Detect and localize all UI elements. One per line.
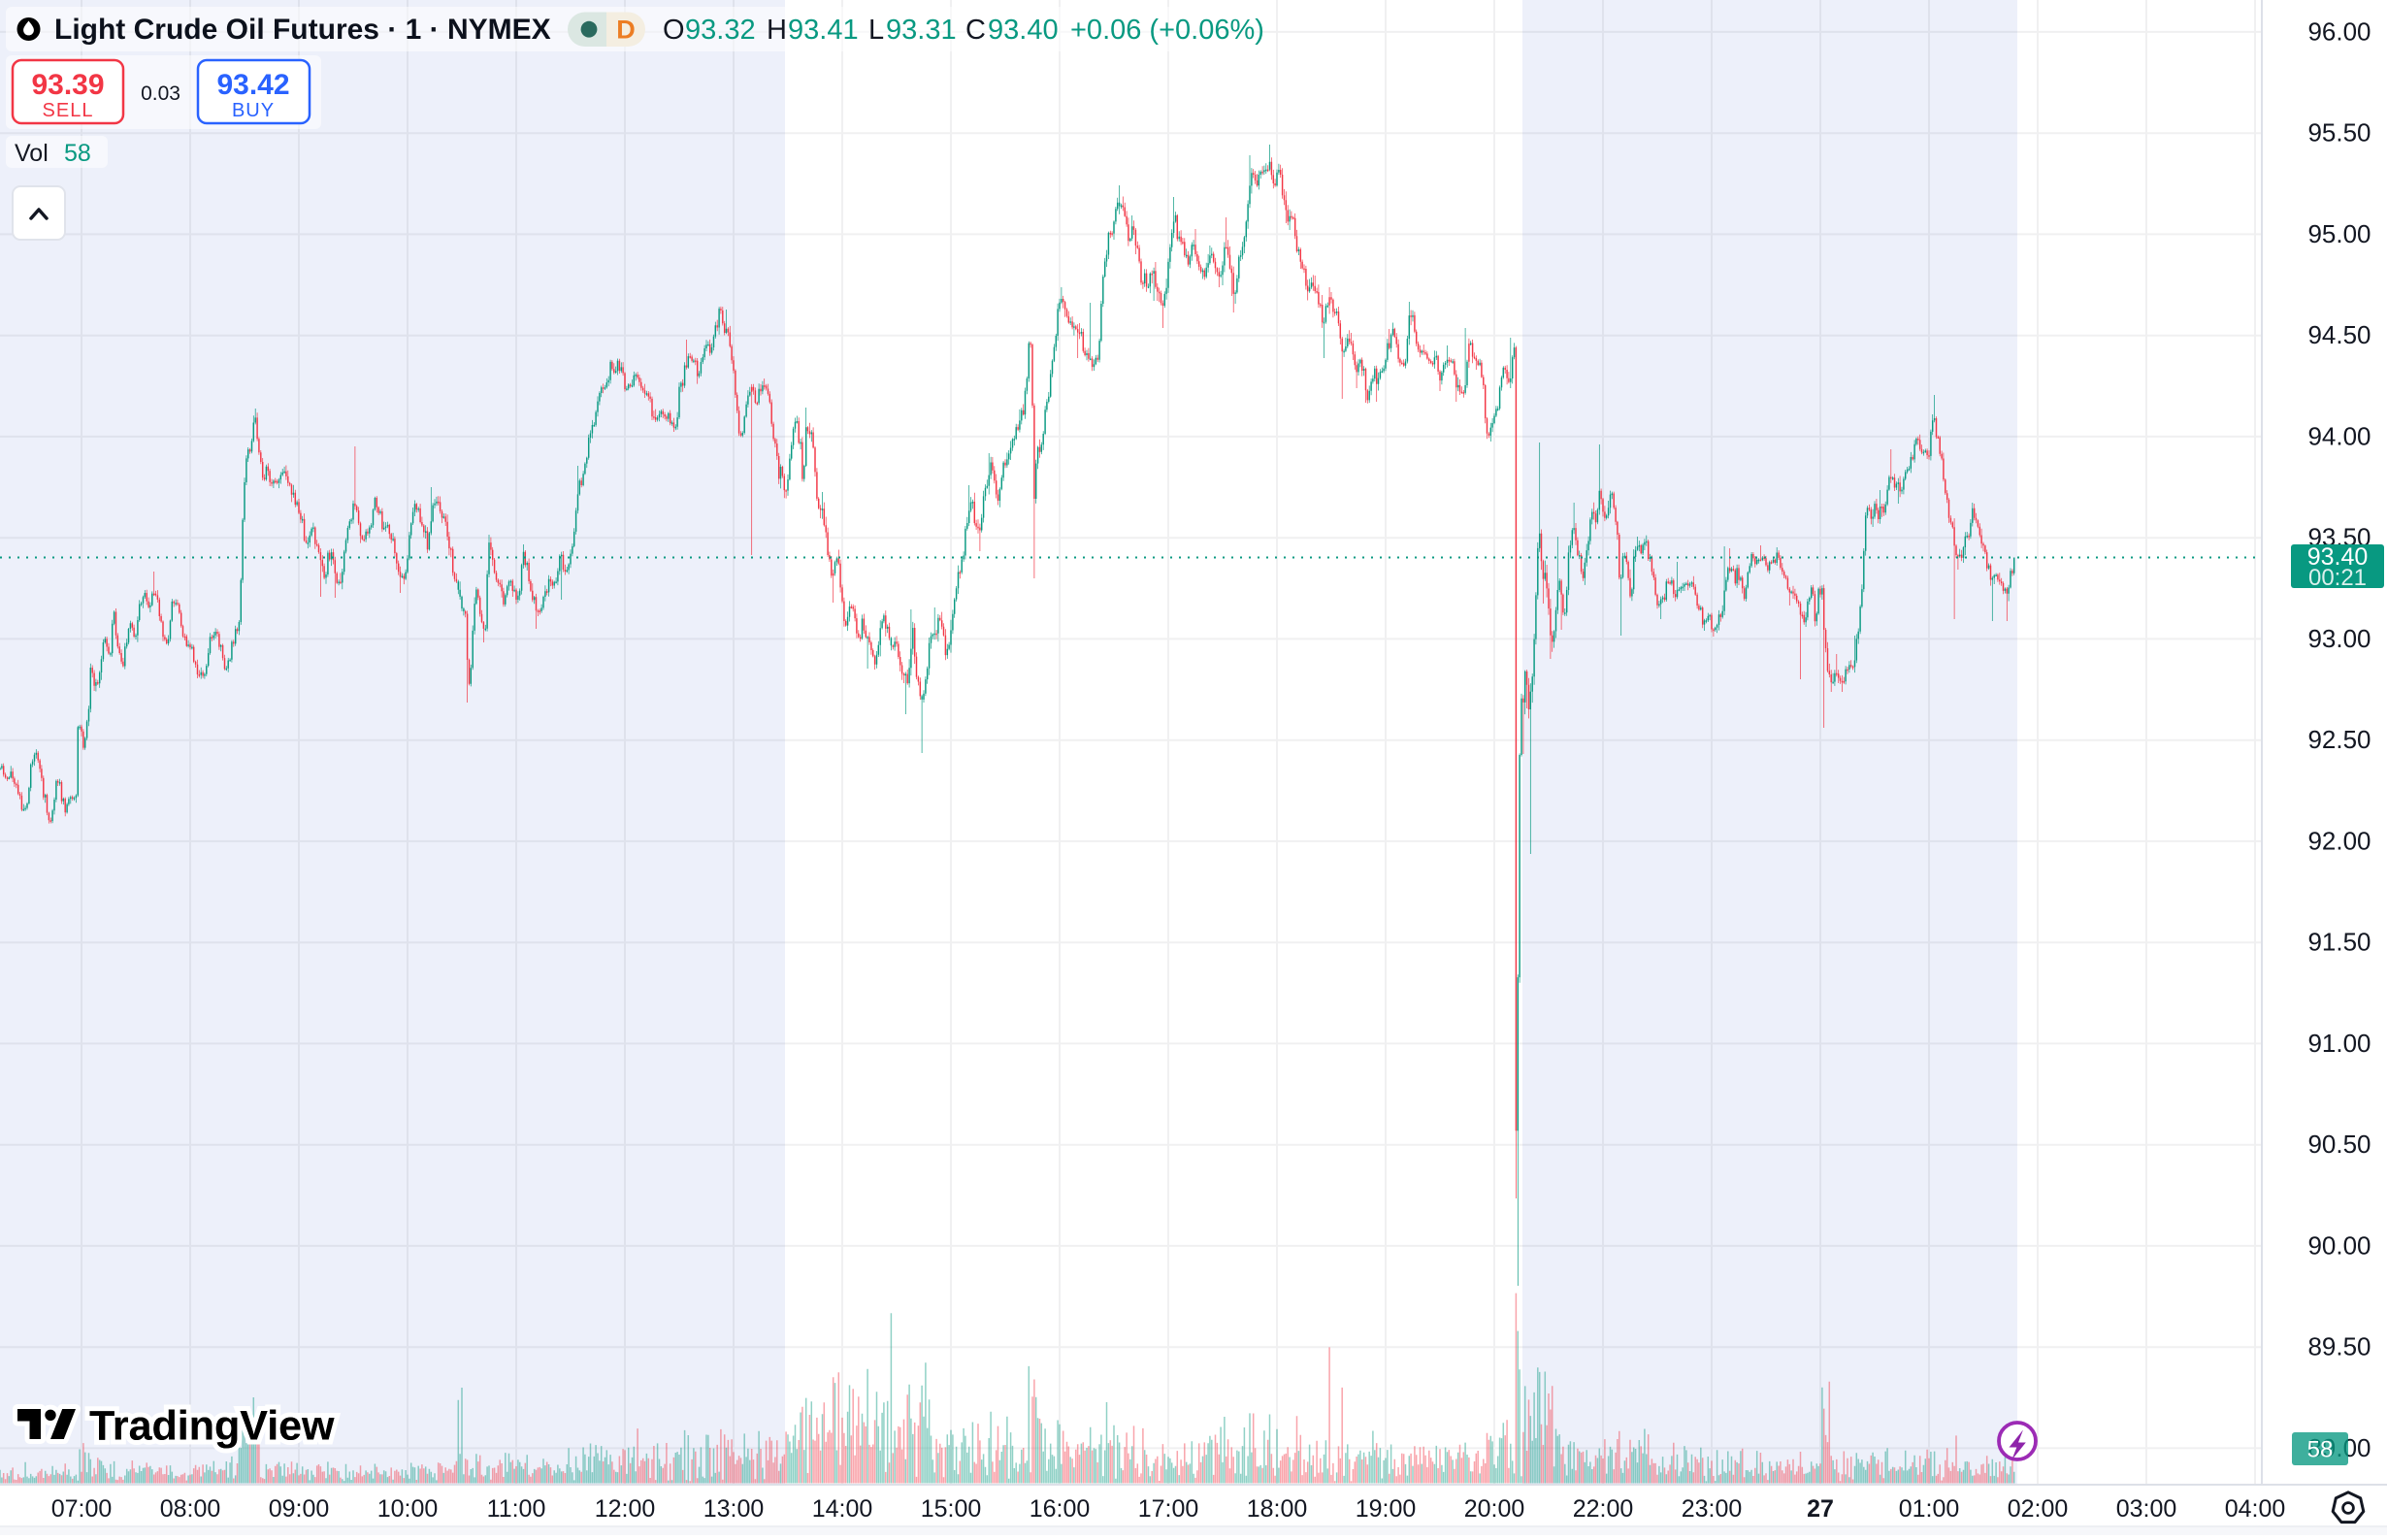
svg-text:16:00: 16:00 (1030, 1495, 1091, 1523)
svg-text:95.50: 95.50 (2307, 118, 2371, 147)
svg-text:93.41: 93.41 (788, 15, 859, 46)
svg-text:+0.06 (+0.06%): +0.06 (+0.06%) (1070, 15, 1264, 46)
svg-text:93.32: 93.32 (685, 15, 756, 46)
svg-text:02:00: 02:00 (2008, 1495, 2069, 1523)
svg-text:13:00: 13:00 (703, 1495, 765, 1523)
svg-text:0.03: 0.03 (141, 82, 180, 105)
svg-text:93.31: 93.31 (886, 15, 957, 46)
svg-text:58: 58 (2307, 1437, 2334, 1463)
svg-text:23:00: 23:00 (1682, 1495, 1743, 1523)
svg-text:94.00: 94.00 (2307, 421, 2371, 450)
svg-text:BUY: BUY (232, 100, 275, 121)
svg-text:01:00: 01:00 (1899, 1495, 1960, 1523)
svg-text:TradingView: TradingView (89, 1403, 335, 1450)
svg-text:SELL: SELL (43, 100, 94, 121)
svg-text:11:00: 11:00 (487, 1495, 546, 1523)
svg-text:91.00: 91.00 (2307, 1029, 2371, 1058)
svg-text:58: 58 (64, 140, 91, 167)
svg-text:20:00: 20:00 (1464, 1495, 1525, 1523)
svg-text:93.00: 93.00 (2307, 624, 2371, 653)
svg-text:27: 27 (1807, 1495, 1834, 1523)
svg-text:18:00: 18:00 (1247, 1495, 1308, 1523)
svg-text:14:00: 14:00 (812, 1495, 873, 1523)
svg-text:93.40: 93.40 (988, 15, 1059, 46)
svg-text:94.50: 94.50 (2307, 320, 2371, 349)
svg-text:93.39: 93.39 (31, 69, 104, 101)
svg-text:04:00: 04:00 (2225, 1495, 2286, 1523)
svg-text:H: H (767, 15, 787, 46)
svg-text:90.00: 90.00 (2307, 1230, 2371, 1260)
svg-text:90.50: 90.50 (2307, 1130, 2371, 1159)
svg-text:O: O (663, 15, 685, 46)
svg-text:00:21: 00:21 (2308, 565, 2367, 591)
svg-text:Light Crude Oil Futures · 1 ·: Light Crude Oil Futures · 1 · NYMEX (54, 14, 551, 46)
svg-text:08:00: 08:00 (160, 1495, 221, 1523)
svg-text:Vol: Vol (15, 140, 49, 167)
svg-text:03:00: 03:00 (2116, 1495, 2177, 1523)
svg-text:93.42: 93.42 (216, 69, 289, 101)
svg-text:D: D (616, 16, 636, 45)
svg-text:91.50: 91.50 (2307, 928, 2371, 957)
svg-text:92.00: 92.00 (2307, 826, 2371, 855)
svg-text:07:00: 07:00 (51, 1495, 113, 1523)
svg-text:93.40: 93.40 (2307, 543, 2369, 571)
svg-text:L: L (868, 15, 884, 46)
svg-text:96.00: 96.00 (2307, 16, 2371, 46)
svg-text:89.50: 89.50 (2307, 1332, 2371, 1361)
svg-text:09:00: 09:00 (269, 1495, 330, 1523)
svg-text:92.50: 92.50 (2307, 725, 2371, 754)
svg-text:19:00: 19:00 (1356, 1495, 1417, 1523)
svg-text:17:00: 17:00 (1138, 1495, 1199, 1523)
svg-text:15:00: 15:00 (921, 1495, 982, 1523)
svg-text:TradingView: TradingView (89, 1403, 335, 1450)
svg-text:12:00: 12:00 (595, 1495, 656, 1523)
svg-text:95.00: 95.00 (2307, 219, 2371, 248)
svg-text:10:00: 10:00 (377, 1495, 439, 1523)
svg-text:C: C (965, 15, 986, 46)
svg-text:22:00: 22:00 (1573, 1495, 1634, 1523)
